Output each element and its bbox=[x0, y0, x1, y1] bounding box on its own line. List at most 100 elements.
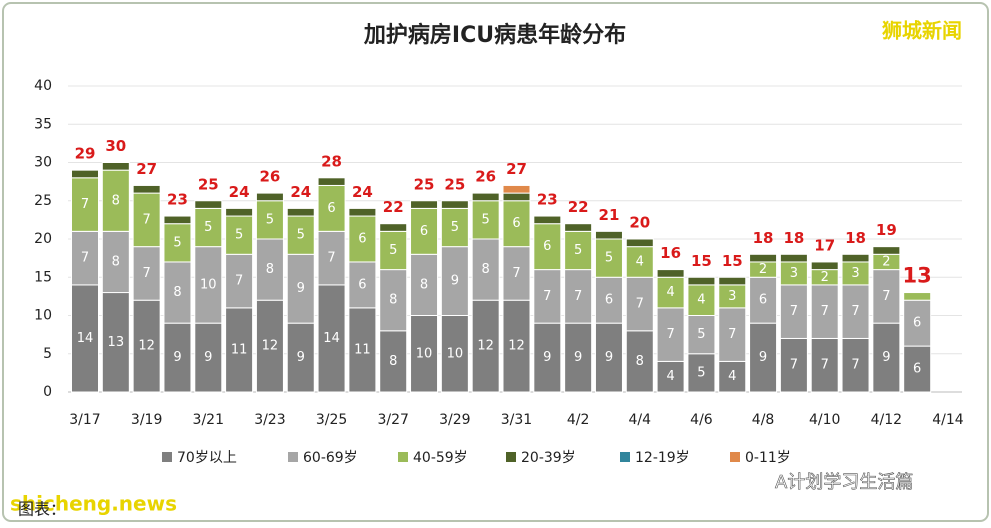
data-label: 14 bbox=[77, 331, 94, 346]
data-label: 7 bbox=[821, 358, 829, 373]
data-label: 10 bbox=[416, 346, 433, 361]
legend-label: 20-39岁 bbox=[521, 450, 576, 466]
data-label: 7 bbox=[666, 327, 674, 342]
data-label: 12 bbox=[508, 339, 525, 354]
bar-segment bbox=[225, 307, 254, 393]
y-tick-label: 30 bbox=[34, 155, 52, 171]
data-label: 8 bbox=[112, 254, 120, 269]
data-label: 3 bbox=[851, 266, 859, 281]
bar-segment bbox=[810, 284, 839, 339]
bar-segment bbox=[594, 276, 623, 324]
data-label: 11 bbox=[354, 342, 371, 357]
bar-segment bbox=[163, 223, 192, 263]
data-label: 8 bbox=[112, 193, 120, 208]
data-label: 11 bbox=[231, 342, 248, 357]
data-label: 5 bbox=[266, 212, 274, 227]
legend-swatch bbox=[398, 452, 408, 462]
bar-segment bbox=[625, 238, 654, 248]
data-label: 9 bbox=[759, 350, 767, 365]
bar-segment bbox=[410, 207, 439, 255]
source-label: 图表： bbox=[18, 500, 66, 519]
total-label: 28 bbox=[321, 152, 342, 170]
data-label: 7 bbox=[821, 304, 829, 319]
total-label: 22 bbox=[568, 198, 589, 216]
total-label: 27 bbox=[506, 160, 527, 178]
x-tick-label: 3/19 bbox=[131, 412, 162, 428]
data-label: 6 bbox=[358, 277, 366, 292]
bar-segment bbox=[255, 192, 284, 202]
data-label: 6 bbox=[327, 201, 335, 216]
bar-segment bbox=[564, 269, 593, 324]
legend-swatch bbox=[506, 452, 516, 462]
data-label: 10 bbox=[447, 346, 464, 361]
total-label: 18 bbox=[753, 229, 774, 247]
data-label: 12 bbox=[138, 339, 155, 354]
bar-segment bbox=[101, 292, 130, 393]
bar-segment bbox=[718, 360, 747, 393]
bar-segment bbox=[71, 177, 99, 232]
bar-segment bbox=[903, 345, 932, 393]
bar-segment bbox=[71, 284, 99, 393]
total-label: 25 bbox=[198, 175, 219, 193]
bar-segment bbox=[317, 230, 346, 286]
bar-segment bbox=[132, 246, 161, 301]
data-label: 6 bbox=[913, 362, 921, 377]
data-label: 7 bbox=[882, 289, 890, 304]
bar-segment bbox=[656, 269, 685, 278]
bar-segment bbox=[687, 276, 716, 286]
data-label: 7 bbox=[851, 304, 859, 319]
data-label: 5 bbox=[482, 212, 490, 227]
x-tick-label: 3/31 bbox=[501, 412, 532, 428]
bar-segment bbox=[101, 162, 130, 171]
legend-label: 60-69岁 bbox=[303, 450, 358, 466]
data-label: 7 bbox=[851, 358, 859, 373]
data-label: 7 bbox=[636, 297, 644, 312]
bar-segment bbox=[410, 315, 439, 393]
y-tick-label: 35 bbox=[34, 116, 52, 132]
x-tick-label: 3/21 bbox=[193, 412, 224, 428]
data-label: 4 bbox=[728, 369, 736, 384]
bar-segment bbox=[533, 215, 562, 225]
legend-label: 0-11岁 bbox=[745, 450, 791, 466]
bar-segment bbox=[71, 169, 99, 179]
x-tick-label: 4/10 bbox=[809, 412, 840, 428]
bar-segment bbox=[872, 246, 901, 255]
y-tick-label: 15 bbox=[34, 269, 52, 285]
bar-segment bbox=[872, 269, 901, 324]
bar-segment bbox=[440, 200, 469, 209]
data-label: 4 bbox=[697, 293, 705, 308]
bar-segment bbox=[132, 184, 161, 194]
data-label: 6 bbox=[913, 316, 921, 331]
total-label: 15 bbox=[691, 252, 712, 270]
bar-segment bbox=[502, 200, 531, 248]
data-label: 2 bbox=[759, 262, 767, 277]
data-label: 7 bbox=[81, 251, 89, 266]
total-label: 22 bbox=[383, 198, 404, 216]
watermark: A计划学习生活篇 bbox=[775, 472, 913, 493]
total-label: 24 bbox=[290, 183, 311, 201]
x-tick-label: 3/29 bbox=[439, 412, 470, 428]
data-label: 4 bbox=[666, 369, 674, 384]
data-label: 7 bbox=[327, 251, 335, 266]
data-label: 2 bbox=[821, 270, 829, 285]
x-tick-label: 4/12 bbox=[871, 412, 902, 428]
data-label: 8 bbox=[636, 354, 644, 369]
bar-segment bbox=[903, 292, 932, 301]
x-tick-label: 4/6 bbox=[690, 412, 713, 428]
x-tick-label: 4/8 bbox=[752, 412, 775, 428]
bar-segment bbox=[317, 284, 346, 393]
bar-segment bbox=[410, 200, 439, 209]
data-label: 6 bbox=[605, 293, 613, 308]
data-label: 9 bbox=[297, 350, 305, 365]
data-label: 5 bbox=[173, 235, 181, 250]
bar-segment bbox=[348, 261, 377, 309]
data-label: 9 bbox=[574, 350, 582, 365]
total-label: 23 bbox=[167, 191, 188, 209]
legend-label: 12-19岁 bbox=[635, 450, 690, 466]
data-label: 9 bbox=[605, 350, 613, 365]
total-label: 16 bbox=[660, 244, 681, 262]
total-label: 24 bbox=[229, 183, 250, 201]
data-label: 13 bbox=[108, 335, 125, 350]
bar-segment bbox=[502, 299, 531, 393]
data-label: 8 bbox=[266, 262, 274, 277]
